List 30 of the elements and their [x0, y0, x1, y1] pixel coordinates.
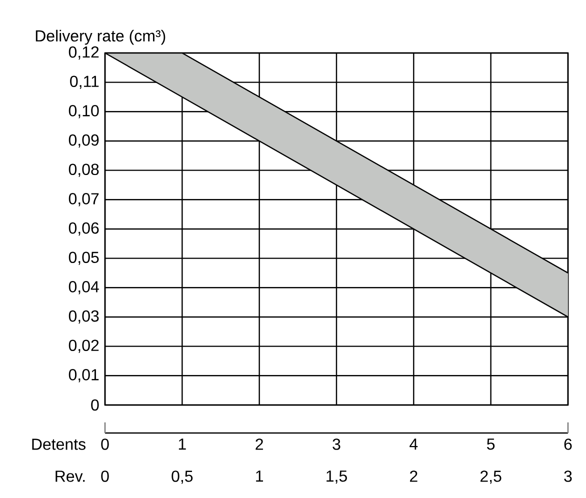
- x2-tick-label: 2,5: [480, 470, 502, 484]
- y-tick-label: 0,05: [68, 252, 99, 265]
- y-tick-label: 0,02: [68, 340, 99, 353]
- y-tick-label: 0,12: [68, 46, 99, 60]
- x2-tick-label: 3: [564, 470, 572, 482]
- y-tick-label: 0,07: [68, 193, 99, 206]
- y-tick-label: 0: [91, 399, 99, 411]
- x2-tick-label: 0,5: [172, 470, 193, 484]
- y-tick-label: 0,11: [70, 76, 99, 89]
- x-tick-label: 0: [101, 438, 109, 450]
- x-tick-label: 1: [178, 438, 186, 450]
- y-tick-label: 0,08: [68, 164, 99, 177]
- x-axis-title: Detents: [32, 438, 86, 450]
- y-tick-label: 0,09: [68, 134, 99, 148]
- x-tick-label: 4: [410, 438, 418, 450]
- x-tick-label: 3: [332, 438, 340, 450]
- y-tick-label: 0,06: [68, 222, 99, 236]
- y-tick-label: 0,04: [68, 281, 99, 294]
- x-tick-label: 6: [564, 438, 572, 450]
- x2-axis-title: Rev.: [56, 470, 85, 482]
- x-tick-label: 2: [256, 438, 263, 450]
- x2-tick-label: 2: [410, 470, 418, 482]
- y-tick-label: 0,10: [68, 105, 99, 118]
- y-tick-label: 0,03: [68, 310, 99, 324]
- y-tick-label: 0,01: [68, 369, 99, 382]
- y-axis-title: Delivery rate (cm³): [36, 30, 166, 45]
- x2-tick-label: 1: [256, 470, 263, 482]
- x-tick-label: 5: [487, 438, 495, 450]
- x2-tick-label: 1,5: [326, 470, 347, 484]
- x2-tick-label: 0: [101, 470, 109, 482]
